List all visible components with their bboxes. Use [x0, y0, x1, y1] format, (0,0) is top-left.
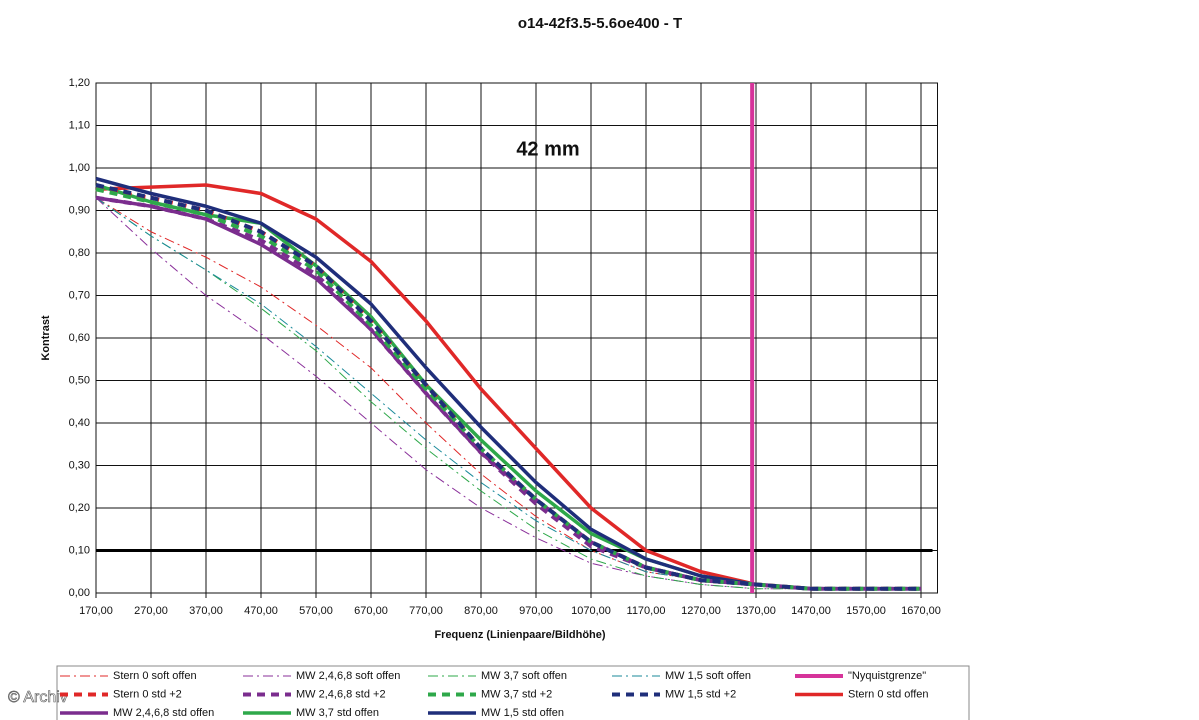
- x-tick-label: 770,00: [409, 605, 443, 617]
- y-tick-label: 0,00: [69, 587, 90, 599]
- series-line: [95, 183, 921, 591]
- x-tick-label: 970,00: [519, 605, 553, 617]
- series-line: [95, 195, 921, 591]
- y-tick-label: 0,10: [69, 544, 90, 556]
- y-tick-label: 0,70: [69, 289, 90, 301]
- legend-label: MW 3,7 std +2: [481, 688, 552, 700]
- x-tick-label: 1370,00: [736, 605, 776, 617]
- x-tick-label: 570,00: [299, 605, 333, 617]
- legend-label: MW 2,4,6,8 std +2: [296, 688, 386, 700]
- watermark: © Archiv: [8, 689, 68, 706]
- y-tick-label: 0,30: [69, 459, 90, 471]
- legend-label: Stern 0 soft offen: [113, 670, 197, 682]
- x-tick-label: 1570,00: [846, 605, 886, 617]
- legend-label: MW 2,4,6,8 std offen: [113, 707, 214, 719]
- annotation: 42 mm: [516, 138, 579, 160]
- legend-label: MW 1,5 std +2: [665, 688, 736, 700]
- legend-label: Stern 0 std offen: [848, 688, 929, 700]
- x-tick-label: 1670,00: [901, 605, 941, 617]
- legend-box: [56, 665, 970, 720]
- legend-label: MW 3,7 soft offen: [481, 670, 567, 682]
- x-tick-label: 1170,00: [627, 605, 666, 617]
- x-tick-label: 470,00: [244, 605, 278, 617]
- legend-label: MW 1,5 soft offen: [665, 670, 751, 682]
- legend-label: MW 2,4,6,8 soft offen: [296, 670, 400, 682]
- y-tick-label: 1,10: [69, 119, 90, 131]
- x-tick-label: 670,00: [354, 605, 388, 617]
- y-axis-label: Kontrast: [40, 315, 52, 361]
- legend-label: MW 1,5 std offen: [481, 707, 564, 719]
- series-line: [95, 183, 921, 591]
- y-tick-label: 0,50: [69, 374, 90, 386]
- legend-label: "Nyquistgrenze": [848, 670, 926, 682]
- y-tick-label: 0,90: [69, 204, 90, 216]
- series-line: [95, 183, 921, 591]
- x-tick-label: 1470,00: [791, 605, 831, 617]
- y-tick-label: 0,20: [69, 502, 90, 514]
- x-tick-label: 1070,00: [571, 605, 611, 617]
- x-tick-label: 870,00: [464, 605, 498, 617]
- series-line: [95, 197, 921, 590]
- x-axis-label: Frequenz (Linienpaare/Bildhöhe): [434, 629, 605, 641]
- series-line: [95, 197, 921, 590]
- series-line: [95, 196, 921, 591]
- series-line: [95, 197, 921, 590]
- series-line: [95, 197, 921, 590]
- legend-label: Stern 0 std +2: [113, 688, 182, 700]
- plot-frame: [95, 82, 938, 594]
- y-tick-label: 0,60: [69, 332, 90, 344]
- chart-title: o14-42f3.5-5.6oe400 - T: [518, 15, 682, 32]
- series-line: [95, 187, 921, 591]
- x-tick-label: 170,00: [79, 605, 113, 617]
- series-line: [95, 187, 921, 591]
- x-tick-label: 270,00: [134, 605, 168, 617]
- y-tick-label: 1,00: [69, 162, 90, 174]
- legend-label: MW 3,7 std offen: [296, 707, 379, 719]
- x-tick-label: 1270,00: [681, 605, 721, 617]
- series-line: [95, 176, 921, 591]
- y-tick-label: 0,40: [69, 417, 90, 429]
- x-tick-label: 370,00: [189, 605, 223, 617]
- y-tick-label: 1,20: [69, 77, 90, 89]
- y-tick-label: 0,80: [69, 247, 90, 259]
